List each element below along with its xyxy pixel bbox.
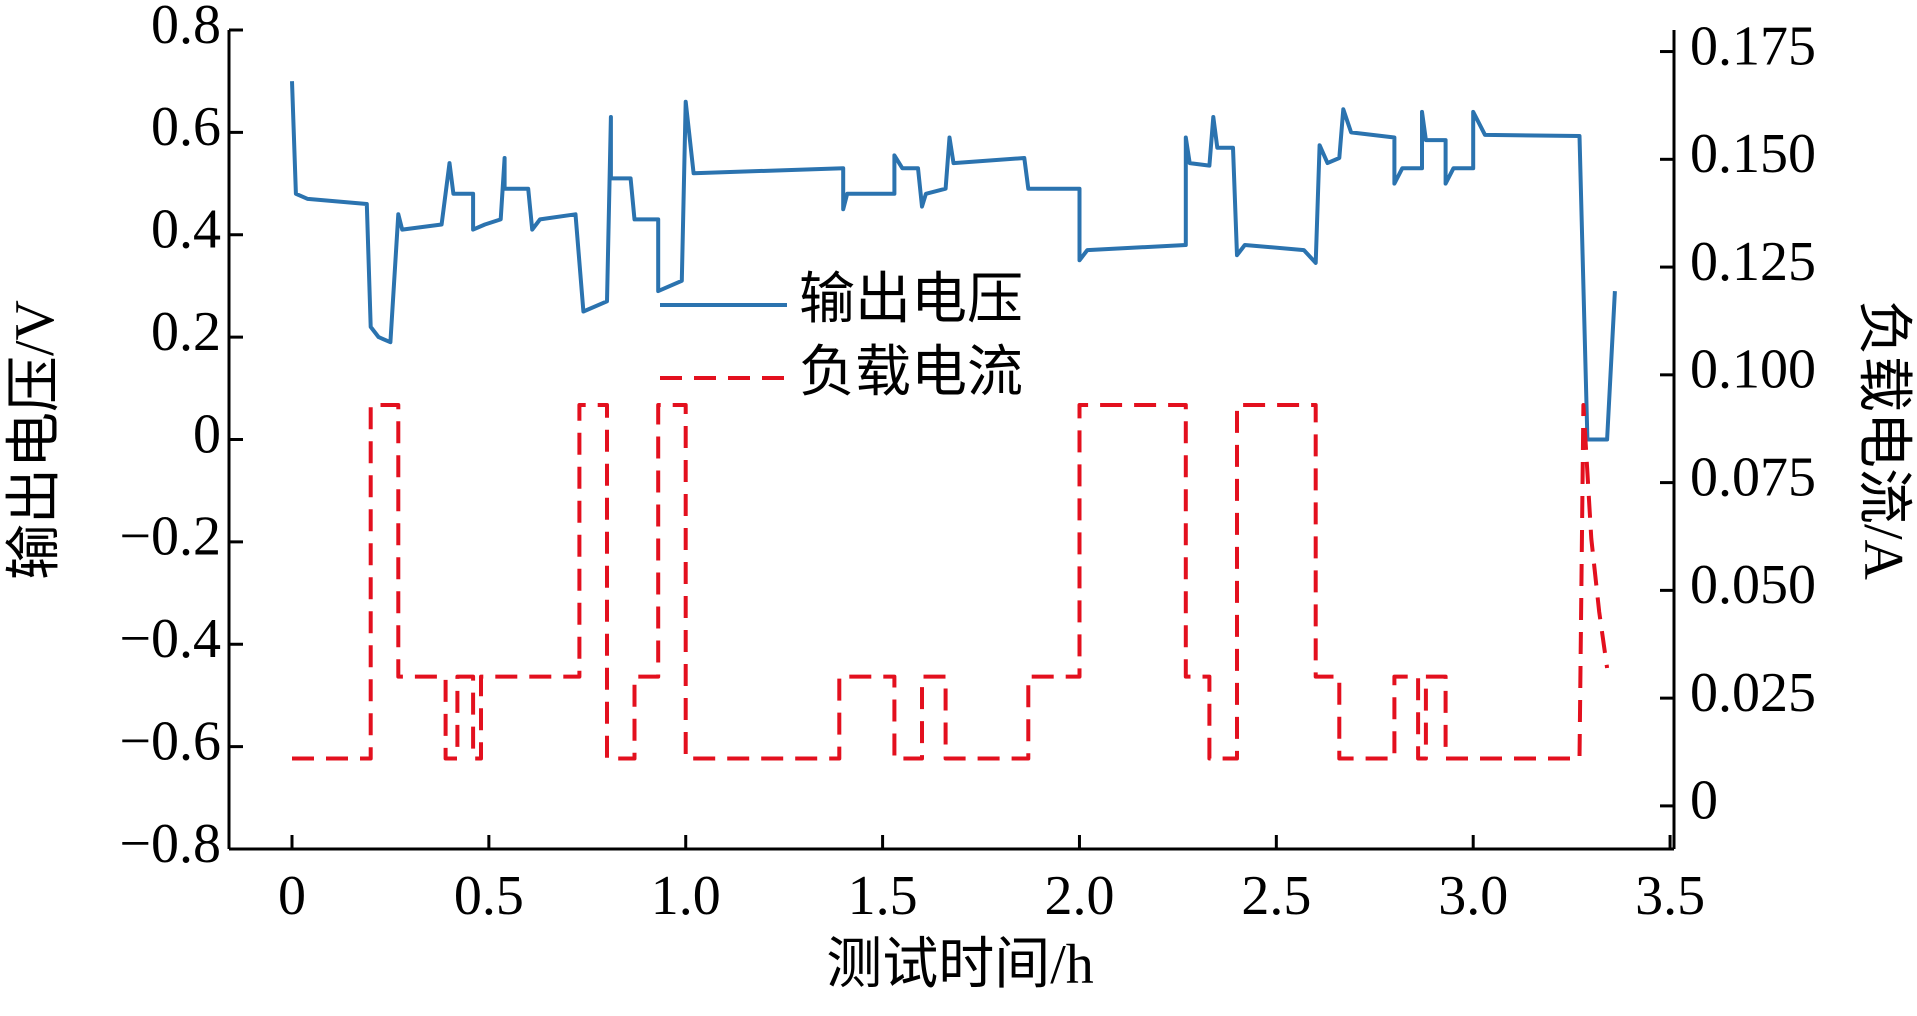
- y2-tick-label: 0.175: [1690, 15, 1816, 77]
- x-tick-label: 2.5: [1241, 865, 1311, 927]
- y-tick-label: −0.6: [119, 710, 221, 772]
- data-line: [290, 81, 1617, 442]
- x-axis-label: 测试时间/h: [826, 934, 1094, 996]
- y-tick-label: −0.8: [119, 813, 221, 875]
- x-tick-label: 2.0: [1044, 865, 1114, 927]
- x-tick-label: 1.0: [651, 865, 721, 927]
- y-tick-label: 0.8: [151, 0, 221, 56]
- x-tick-label: 3.0: [1438, 865, 1508, 927]
- y2-tick-label: 0: [1690, 770, 1718, 832]
- y2-tick-label: 0.125: [1690, 231, 1816, 293]
- y2-tick-label: 0.025: [1690, 662, 1816, 724]
- y-tick-label: −0.2: [119, 506, 221, 568]
- x-tick-label: 0: [278, 865, 306, 927]
- y-tick-label: 0.4: [151, 199, 221, 261]
- y2-axis-label: 负载电流/A: [1852, 300, 1914, 581]
- y-axis-label: 输出电压/V: [4, 300, 66, 580]
- legend-label: 负载电流: [799, 342, 1023, 404]
- y-tick-label: 0: [193, 403, 221, 465]
- x-tick-label: 0.5: [454, 865, 524, 927]
- y2-tick-label: 0.100: [1690, 339, 1816, 401]
- x-tick-label: 3.5: [1635, 865, 1705, 927]
- y-tick-label: 0.6: [151, 96, 221, 158]
- legend-label: 输出电压: [799, 269, 1023, 331]
- y2-tick-label: 0.150: [1690, 123, 1816, 185]
- y2-tick-label: 0.050: [1690, 554, 1816, 616]
- data-line: [292, 403, 1610, 761]
- y-tick-label: 0.2: [151, 301, 221, 363]
- y-tick-label: −0.4: [119, 608, 221, 670]
- x-tick-label: 1.5: [848, 865, 918, 927]
- y2-tick-label: 0.075: [1690, 446, 1816, 508]
